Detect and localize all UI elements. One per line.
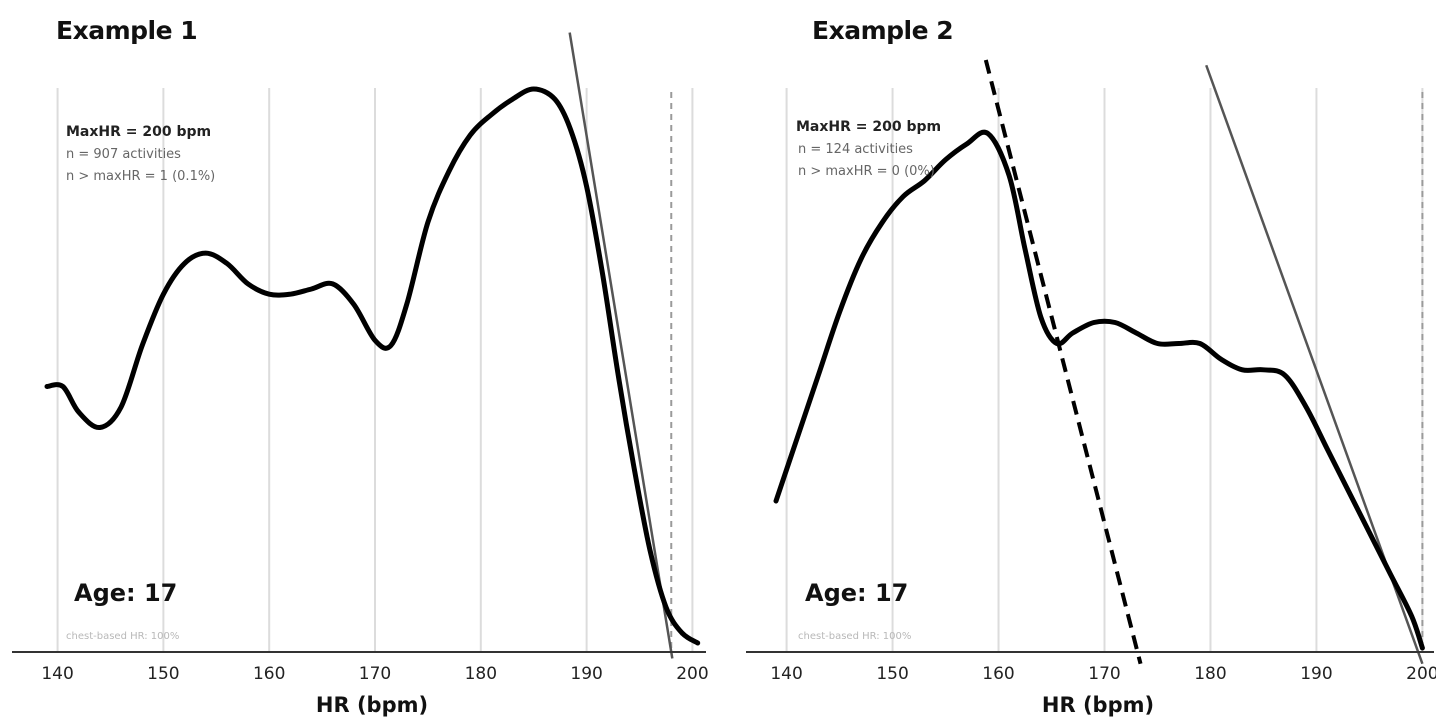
panel-2-tangent-line-1 [983, 59, 1143, 665]
panel-1-n-over-label: n > maxHR = 1 (0.1%) [66, 169, 215, 184]
panel-1-age-label: Age: 17 [74, 579, 177, 607]
panel-2-tick-label: 190 [1300, 664, 1332, 684]
panel-2-footnote: chest-based HR: 100% [798, 631, 911, 642]
panel-1-tick-label: 200 [676, 664, 708, 684]
panel-1-maxhr-label: MaxHR = 200 bpm [66, 124, 211, 140]
panel-1-footnote: chest-based HR: 100% [66, 631, 179, 642]
panel-1-x-axis-label: HR (bpm) [316, 693, 428, 717]
panel-2-n-label: n = 124 activities [798, 142, 913, 157]
chart-layer: 140 150 160 170 180 190 200 140 150 160 170 180 190 2… [12, 32, 1436, 684]
panel-2-x-axis-label: HR (bpm) [1042, 693, 1154, 717]
panel-2-title: Example 2 [812, 16, 954, 45]
panel-2-maxhr-label: MaxHR = 200 bpm [796, 119, 941, 135]
panel-2-tick-label: 140 [770, 664, 802, 684]
panel-1-title: Example 1 [56, 16, 198, 45]
panel-2-tick-label: 160 [982, 664, 1014, 684]
panel-2-plot: 140 150 160 170 180 190 200 [746, 59, 1436, 684]
panel-1-tick-label: 180 [465, 664, 497, 684]
panel-1-tick-label: 140 [41, 664, 73, 684]
panel-1-n-label: n = 907 activities [66, 147, 181, 162]
panel-2-tick-label: 170 [1088, 664, 1120, 684]
panel-2-tick-label: 150 [876, 664, 908, 684]
panel-1-tangent-line-1 [568, 32, 674, 659]
panel-1-tick-label: 150 [147, 664, 179, 684]
panel-2-n-over-label: n > maxHR = 0 (0%) [798, 164, 935, 179]
panel-1-tick-label: 190 [570, 664, 602, 684]
panel-1-density-curve [44, 86, 701, 646]
panel-1-tick-label: 170 [359, 664, 391, 684]
panel-1-plot: 140 150 160 170 180 190 200 [12, 32, 709, 684]
panel-2-tick-label: 180 [1194, 664, 1226, 684]
panel-2-age-label: Age: 17 [805, 579, 908, 607]
panel-1-tick-label: 160 [253, 664, 285, 684]
panel-2-tick-label: 200 [1406, 664, 1436, 684]
panel-2-density-curve [773, 129, 1425, 651]
